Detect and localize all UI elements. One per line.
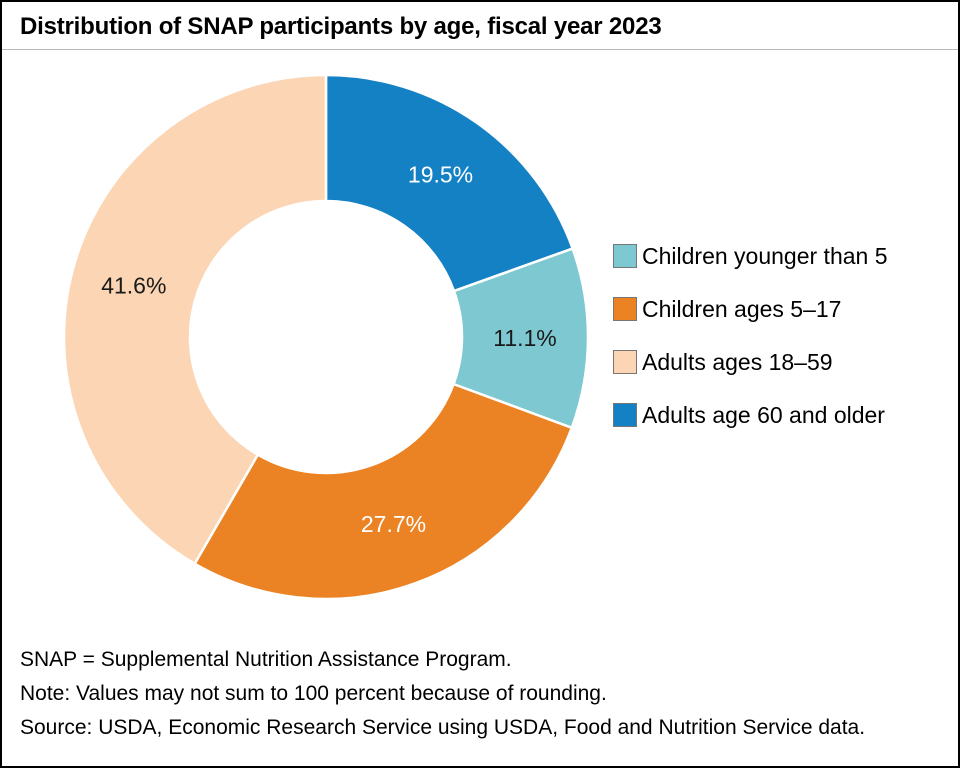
- note-rounding: Note: Values may not sum to 100 percent …: [20, 682, 607, 705]
- chart-title: Distribution of SNAP participants by age…: [20, 13, 662, 40]
- legend-item: Children younger than 5: [613, 243, 888, 269]
- donut-slice: [193, 382, 574, 601]
- legend-swatch: [613, 403, 637, 427]
- legend: Children younger than 5 Children ages 5–1…: [613, 243, 888, 455]
- legend-label: Children younger than 5: [642, 242, 888, 269]
- slice-value-label: 19.5%: [408, 161, 473, 187]
- note-source: Source: USDA, Economic Research Service …: [20, 716, 866, 739]
- legend-label: Children ages 5–17: [642, 295, 842, 322]
- slice-value-label: 11.1%: [493, 325, 557, 351]
- legend-label: Adults age 60 and older: [642, 401, 885, 428]
- chart-notes: SNAP = Supplemental Nutrition Assistance…: [20, 643, 865, 745]
- legend-item: Children ages 5–17: [613, 296, 888, 322]
- note-abbreviation: SNAP = Supplemental Nutrition Assistance…: [20, 648, 512, 671]
- title-divider: [2, 49, 958, 50]
- slice-value-label: 41.6%: [101, 272, 166, 298]
- legend-swatch: [613, 297, 637, 321]
- slice-value-label: 27.7%: [361, 511, 426, 537]
- legend-label: Adults ages 18–59: [642, 348, 833, 375]
- donut-slice: [62, 73, 328, 565]
- legend-item: Adults ages 18–59: [613, 349, 888, 375]
- legend-swatch: [613, 244, 637, 268]
- legend-swatch: [613, 350, 637, 374]
- donut-slice: [324, 73, 574, 293]
- legend-item: Adults age 60 and older: [613, 402, 888, 428]
